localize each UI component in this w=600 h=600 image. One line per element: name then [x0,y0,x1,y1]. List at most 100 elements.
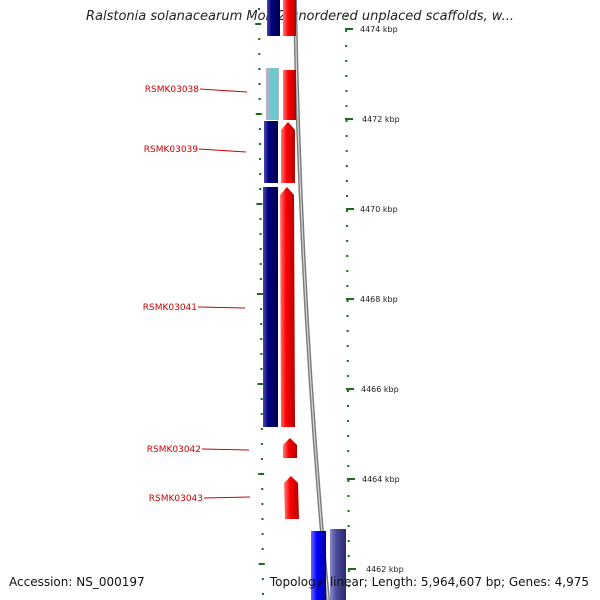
ruler-minor-tick [345,90,348,92]
track-dot [257,383,264,385]
track-dot [258,38,261,40]
track-dot [261,548,264,550]
track-dot [256,203,263,205]
ruler-tick-label: 4472 kbp [362,115,400,124]
inner-track-dots [255,8,265,595]
gene-feature-other[interactable] [311,531,326,600]
ruler-minor-tick [347,480,350,482]
ruler-minor-tick [347,585,350,587]
ruler-minor-tick [345,165,348,167]
ruler-minor-tick [346,240,349,242]
gene-label[interactable]: RSMK03043 [149,494,203,504]
gene-label[interactable]: RSMK03041 [143,303,197,313]
ruler-minor-tick [346,285,349,287]
track-dot [260,368,263,370]
track-dot [260,308,263,310]
ruler-tick-label: 4470 kbp [360,205,398,214]
ruler-minor-tick [345,45,348,47]
gene-label-leader [203,496,251,499]
ruler-tick-label: 4464 kbp [362,475,400,484]
ruler-tick-label: 4474 kbp [360,25,398,34]
track-dot [260,353,263,355]
track-dot [261,533,264,535]
ruler-minor-tick [345,15,348,17]
ruler-minor-tick [347,465,350,467]
gene-feature-forward[interactable] [284,476,299,519]
ruler-minor-tick [345,180,348,182]
gene-feature-forward[interactable] [281,122,295,183]
ruler-track [345,15,350,587]
ruler-minor-tick [346,300,349,302]
track-dot [259,248,262,250]
track-dot [256,293,263,295]
track-dot [258,8,261,10]
ruler-minor-tick [346,330,349,332]
track-dot [261,458,264,460]
track-dot [258,98,261,100]
ruler-minor-tick [347,510,350,512]
track-dot [261,488,264,490]
gene-label-leader [199,88,248,93]
track-dot [260,338,263,340]
ruler-minor-tick [347,420,350,422]
ruler-minor-tick [345,150,348,152]
ruler-minor-tick [345,105,348,107]
ruler-minor-tick [345,75,348,77]
gene-label[interactable]: RSMK03038 [145,85,200,95]
genome-backbone [293,0,330,600]
gene-feature-reverse[interactable] [264,121,278,183]
ruler-minor-tick [347,435,350,437]
gene-label[interactable]: RSMK03039 [144,145,199,155]
track-dot [260,323,263,325]
track-dot [261,593,264,595]
track-dot [260,398,263,400]
ruler-minor-tick [345,120,348,122]
ruler-minor-tick [347,495,350,497]
ruler-minor-tick [346,270,349,272]
ruler-tick-label: 4468 kbp [360,295,398,304]
track-dot [258,53,261,55]
gene-label-leader [198,148,247,153]
ruler-tick-label: 4462 kbp [366,565,404,574]
topology-text: Topology: linear; Length: 5,964,607 bp; … [269,575,589,589]
ruler-minor-tick [347,570,350,572]
ruler-minor-tick [345,60,348,62]
track-dot [261,518,264,520]
map-title: Ralstonia solanacearum MolK2 unordered u… [85,9,514,24]
track-dot [261,578,264,580]
track-dot [258,473,265,475]
track-dot [259,233,262,235]
gene-feature-forward[interactable] [280,187,295,427]
ruler-minor-tick [345,195,348,197]
track-dot [260,413,263,415]
track-dot [258,83,261,85]
ruler-tick-label: 4466 kbp [361,385,399,394]
gene-feature-other[interactable] [330,529,346,600]
ruler-minor-tick [346,405,349,407]
gene-feature-reverse[interactable] [263,187,278,427]
track-dot [255,23,262,25]
ruler-minor-tick [346,390,349,392]
track-dot [261,503,264,505]
gene-label[interactable]: RSMK03042 [147,445,201,455]
gene-feature-forward[interactable] [283,70,296,120]
track-dot [259,218,262,220]
gene-feature-reverse[interactable] [267,0,280,36]
track-dot [260,428,263,430]
ruler-minor-tick [345,135,348,137]
track-dot [259,188,262,190]
gene-label-leader [197,306,246,309]
track-dot [259,278,262,280]
track-dot [260,443,263,445]
track-dot [259,263,262,265]
track-dot [258,68,261,70]
ruler-minor-tick [346,315,349,317]
gene-feature-forward[interactable] [283,438,297,458]
track-dot [258,143,261,145]
ruler-minor-tick [346,345,349,347]
ruler-minor-tick [346,360,349,362]
ruler-minor-tick [347,555,350,557]
gene-feature-forward[interactable] [283,0,296,36]
accession-text: Accession: NS_000197 [9,575,145,589]
